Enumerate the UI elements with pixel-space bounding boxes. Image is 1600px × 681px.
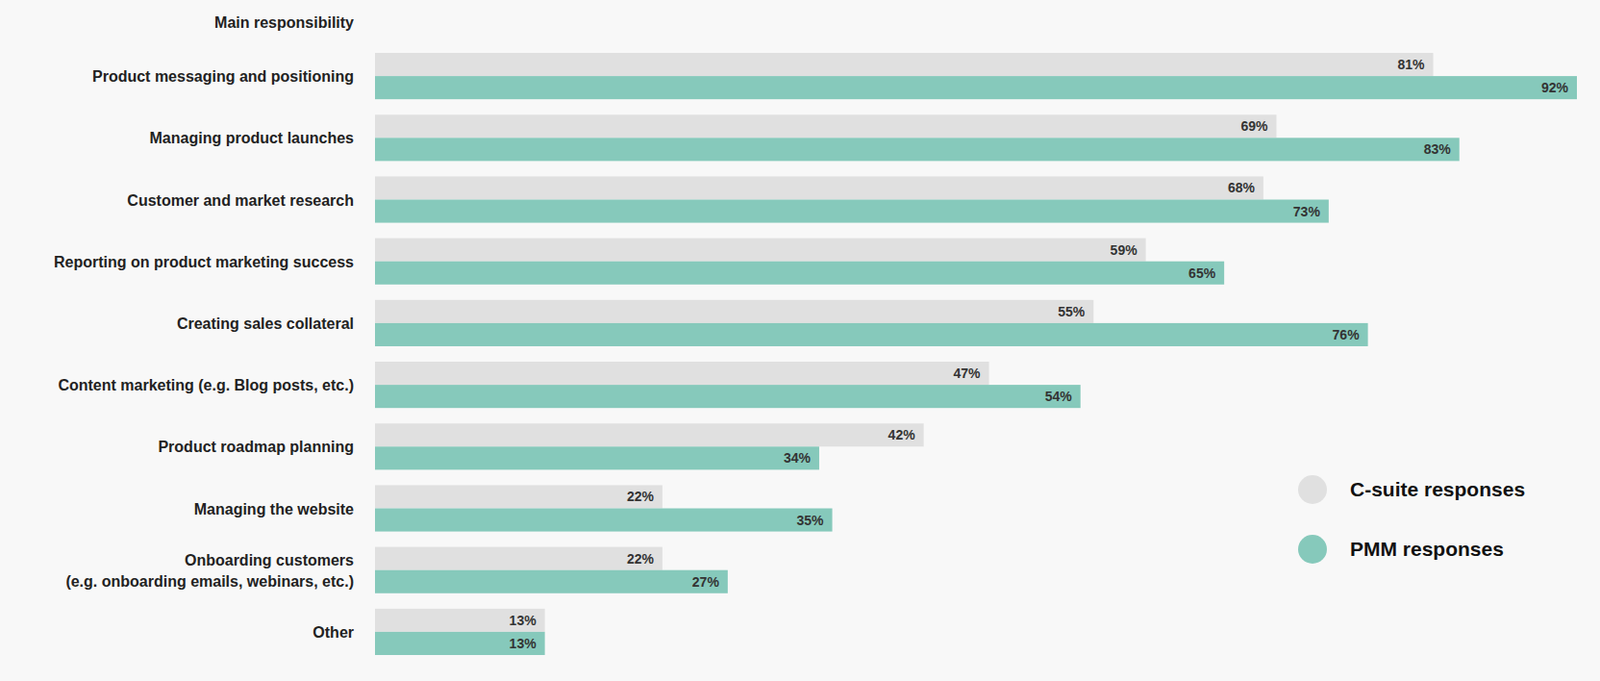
data-label: 27% [692, 574, 721, 590]
legend: C-suite responses PMM responses [1298, 475, 1525, 564]
bar [375, 75, 1577, 100]
bar [375, 484, 663, 508]
data-label: 22% [626, 550, 655, 567]
data-label: 47% [953, 365, 982, 381]
bar [375, 52, 1434, 76]
data-label: 68% [1227, 179, 1256, 196]
chart: Main responsibility Product messaging and… [0, 0, 1600, 681]
data-labels: 81% 69% 68% 59% 55% 47% 42% 22% 22% 13% 92% 83% 73% 6… [509, 56, 1570, 651]
axis-title: Main responsibility [214, 14, 354, 31]
tick-label: Other [312, 624, 354, 641]
bar [375, 608, 546, 632]
bar [375, 361, 990, 385]
y-axis: Product messaging and positioning Managin… [53, 68, 354, 641]
bars [375, 52, 1577, 655]
data-label: 69% [1240, 118, 1269, 134]
tick-label: Managing the website [194, 500, 354, 518]
bar [375, 238, 1147, 262]
data-label: 55% [1057, 303, 1086, 320]
tick-label: Product messaging and positioning [92, 68, 354, 85]
data-label: 35% [797, 512, 825, 528]
bar [375, 384, 1081, 408]
legend-swatch [1298, 475, 1327, 504]
bar [375, 175, 1264, 200]
bar [375, 200, 1329, 224]
bar [375, 508, 833, 532]
tick-label: Product roadmap planning [157, 438, 354, 455]
data-label: 65% [1188, 265, 1217, 281]
tick-label: Customer and market research [126, 192, 354, 209]
tick-label: Onboarding customers(e.g. onboarding ema… [65, 551, 354, 590]
data-label: 92% [1541, 79, 1570, 96]
bar [375, 137, 1460, 161]
legend-swatch [1298, 534, 1327, 564]
data-label: 13% [509, 635, 538, 651]
tick-label: Reporting on product marketing success [53, 253, 354, 271]
data-label: 42% [888, 426, 917, 443]
bar [375, 114, 1277, 138]
background [0, 0, 1600, 681]
bar [375, 547, 663, 571]
data-label: 34% [783, 450, 812, 466]
bar [375, 423, 925, 447]
legend-label: C-suite responses [1350, 477, 1525, 500]
bar [375, 446, 820, 470]
data-label: 13% [509, 612, 538, 628]
data-label: 59% [1110, 242, 1139, 258]
bar [375, 570, 728, 594]
tick-label: Content marketing (e.g. Blog posts, etc.… [57, 376, 354, 394]
legend-label: PMM responses [1350, 537, 1504, 560]
bar [375, 631, 546, 655]
data-label: 54% [1045, 388, 1074, 404]
data-label: 83% [1424, 141, 1452, 157]
data-label: 73% [1293, 203, 1322, 220]
tick-label: Creating sales collateral [176, 315, 354, 332]
data-label: 22% [626, 488, 655, 504]
data-label: 76% [1332, 326, 1361, 343]
bar [375, 261, 1225, 285]
bar [375, 323, 1369, 347]
tick-label: Managing product launches [150, 129, 355, 147]
data-label: 81% [1398, 56, 1426, 73]
bar [375, 300, 1094, 324]
